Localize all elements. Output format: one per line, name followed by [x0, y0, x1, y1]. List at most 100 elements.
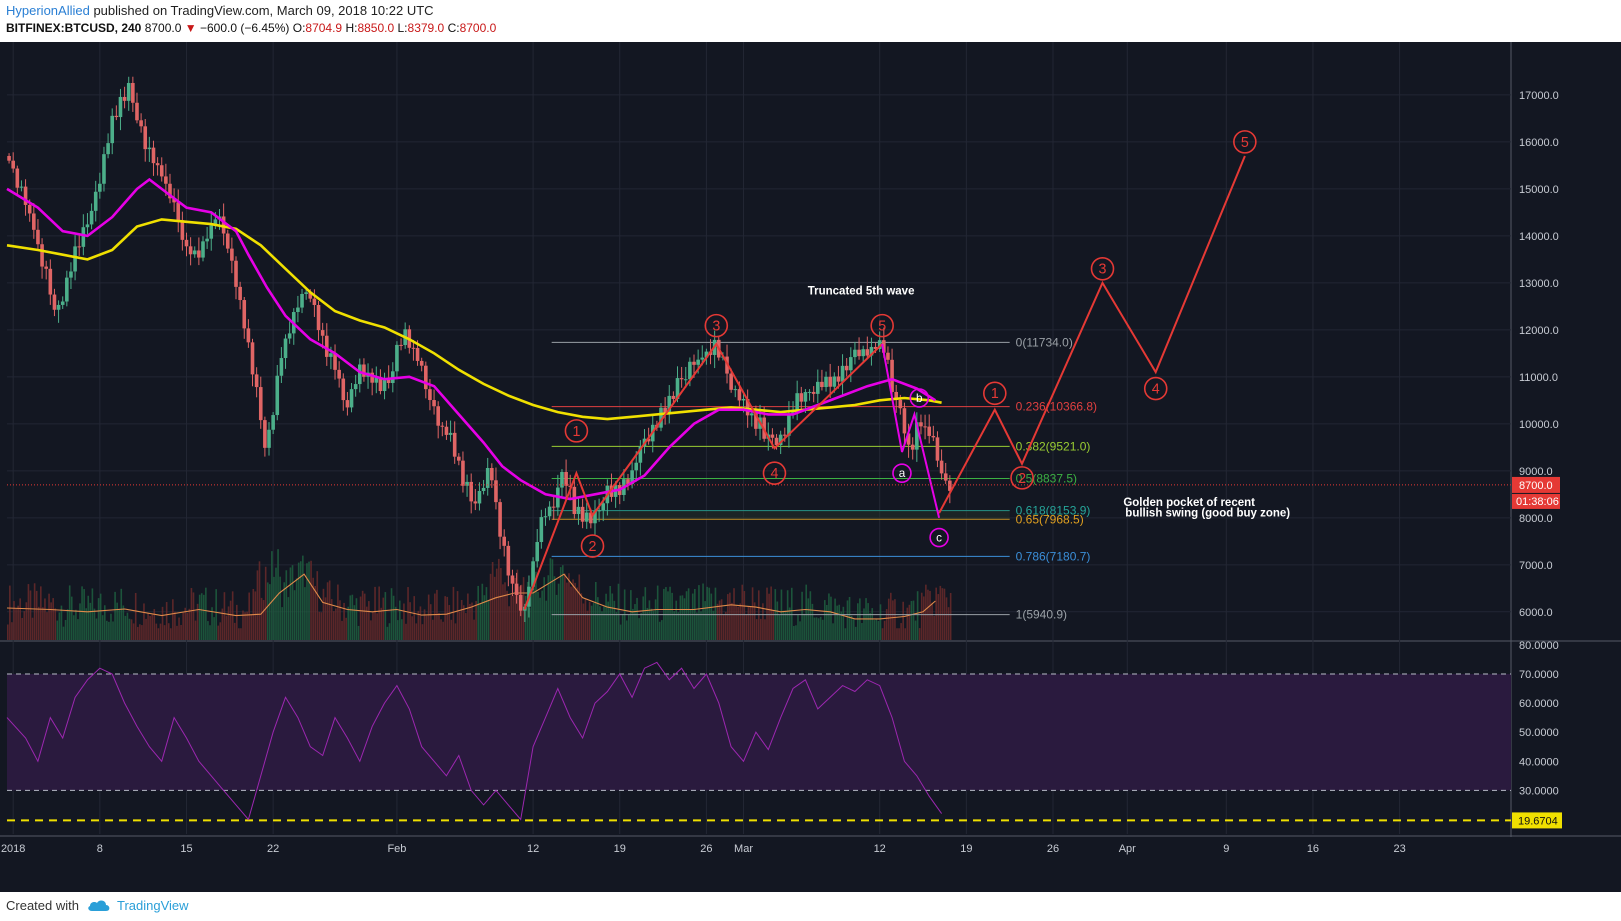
- last-price-box: [1512, 476, 1560, 493]
- volume-bar: [384, 592, 387, 640]
- volume-bar: [718, 600, 721, 640]
- volume-bar: [306, 563, 308, 640]
- volume-bar: [751, 587, 754, 640]
- candle-body: [287, 333, 292, 339]
- candle-body: [180, 220, 185, 240]
- volume-bar: [533, 568, 535, 640]
- volume-bar: [590, 605, 593, 640]
- candle-body: [118, 96, 123, 118]
- volume-bar: [947, 607, 950, 640]
- volume-bar: [689, 609, 692, 640]
- volume-bar: [194, 620, 197, 640]
- volume-bar: [198, 594, 201, 640]
- volume-bar: [141, 625, 143, 640]
- candle-body: [283, 338, 288, 359]
- volume-bar: [335, 608, 337, 640]
- y-tick-label: 14000.0: [1519, 231, 1559, 243]
- last-price-value: 8700.0: [1519, 480, 1553, 492]
- candle-body: [345, 400, 350, 408]
- volume-bar: [609, 586, 612, 640]
- volume-bar: [842, 606, 845, 640]
- candle-body: [316, 304, 321, 331]
- time-axis[interactable]: 2018 8 15 22 Feb 12 19 26 Mar 12 19 26 Apr 9 16 23: [1, 843, 1406, 855]
- author-link[interactable]: HyperionAllied: [6, 3, 90, 18]
- chart-canvas[interactable]: 20.000030.000040.000050.000060.000070.00…: [0, 42, 1621, 892]
- volume-bar: [308, 561, 310, 640]
- volume-bar: [720, 599, 723, 640]
- volume-bar: [394, 606, 397, 640]
- candle-body: [65, 277, 69, 302]
- volume-bar: [479, 603, 482, 640]
- fib-label: 1(5940.9): [1016, 608, 1067, 622]
- future-wave-circle: [1010, 466, 1034, 490]
- candle-body: [349, 389, 354, 408]
- candle-body: [341, 378, 346, 401]
- volume-bar: [361, 590, 364, 640]
- volume-bar: [244, 612, 246, 640]
- annotation-text: Golden pocket of recent: [1123, 497, 1255, 509]
- volume-bar: [353, 605, 356, 640]
- tradingview-link[interactable]: TradingView: [116, 897, 189, 913]
- candle-body: [85, 224, 90, 228]
- volume-bar: [106, 620, 108, 640]
- price-axis[interactable]: 6000.07000.08000.09000.010000.011000.012…: [7, 90, 1560, 619]
- candle-body: [139, 120, 143, 127]
- volume-bar: [427, 594, 430, 640]
- candle-body: [32, 213, 36, 230]
- volume-bar: [778, 615, 781, 640]
- volume-bar: [196, 603, 199, 640]
- candle-body: [258, 387, 263, 421]
- rsi-tick-label: 70.0000: [1519, 669, 1559, 681]
- volume-bar: [667, 591, 669, 640]
- volume-bar: [85, 608, 87, 640]
- volume-bar: [151, 614, 154, 640]
- volume-bar: [700, 611, 702, 640]
- volume-bar: [238, 628, 240, 640]
- volume-bar: [407, 587, 409, 640]
- candle-body: [733, 389, 738, 391]
- volume-bar: [132, 623, 135, 640]
- symbol-label: BITFINEX:BTCUSD, 240: [6, 21, 142, 35]
- last-price: 8700.0: [144, 21, 182, 35]
- volume-bar: [302, 555, 304, 640]
- volume-bar: [539, 597, 541, 640]
- candle-body: [27, 204, 32, 214]
- candle-body: [737, 389, 742, 401]
- volume-bar: [440, 619, 442, 640]
- volume-bar: [832, 623, 834, 640]
- volume-bar: [900, 623, 902, 640]
- candle-body: [238, 286, 242, 301]
- volume-bar: [60, 605, 63, 640]
- volume-bar: [413, 596, 416, 640]
- candle-body: [11, 160, 15, 169]
- past-wave-label: 2: [589, 539, 597, 555]
- publish-info: published on TradingView.com, March 09, …: [89, 3, 434, 18]
- y-tick-label: 11000.0: [1519, 372, 1558, 384]
- volume-bar: [52, 598, 54, 640]
- volume-bar: [621, 613, 624, 640]
- future-wave-circle: [1233, 130, 1257, 154]
- volume-bar: [15, 608, 17, 640]
- volume-bar: [850, 615, 853, 640]
- volume-bar: [768, 593, 770, 640]
- volume-bar: [58, 612, 61, 640]
- volume-bar: [871, 608, 874, 640]
- candle-body: [81, 227, 86, 247]
- volume-bar: [50, 602, 52, 640]
- fib-label: 0.786(7180.7): [1016, 549, 1091, 563]
- volume-bar: [727, 594, 729, 640]
- volume-bar: [202, 594, 205, 640]
- volume-bar: [753, 602, 756, 640]
- volume-bar: [299, 561, 302, 640]
- volume-bar: [318, 611, 321, 640]
- correction-wave-circle: [929, 527, 949, 548]
- candle-body: [915, 422, 919, 450]
- volume-bar: [25, 602, 28, 640]
- volume-bar: [475, 600, 477, 640]
- candle-body: [832, 376, 837, 387]
- volume-bar: [646, 607, 649, 640]
- volume-bar: [77, 619, 79, 640]
- volume-bar: [225, 615, 228, 640]
- volume-bar: [444, 596, 446, 640]
- rsi-tick-label: 60.0000: [1519, 698, 1559, 710]
